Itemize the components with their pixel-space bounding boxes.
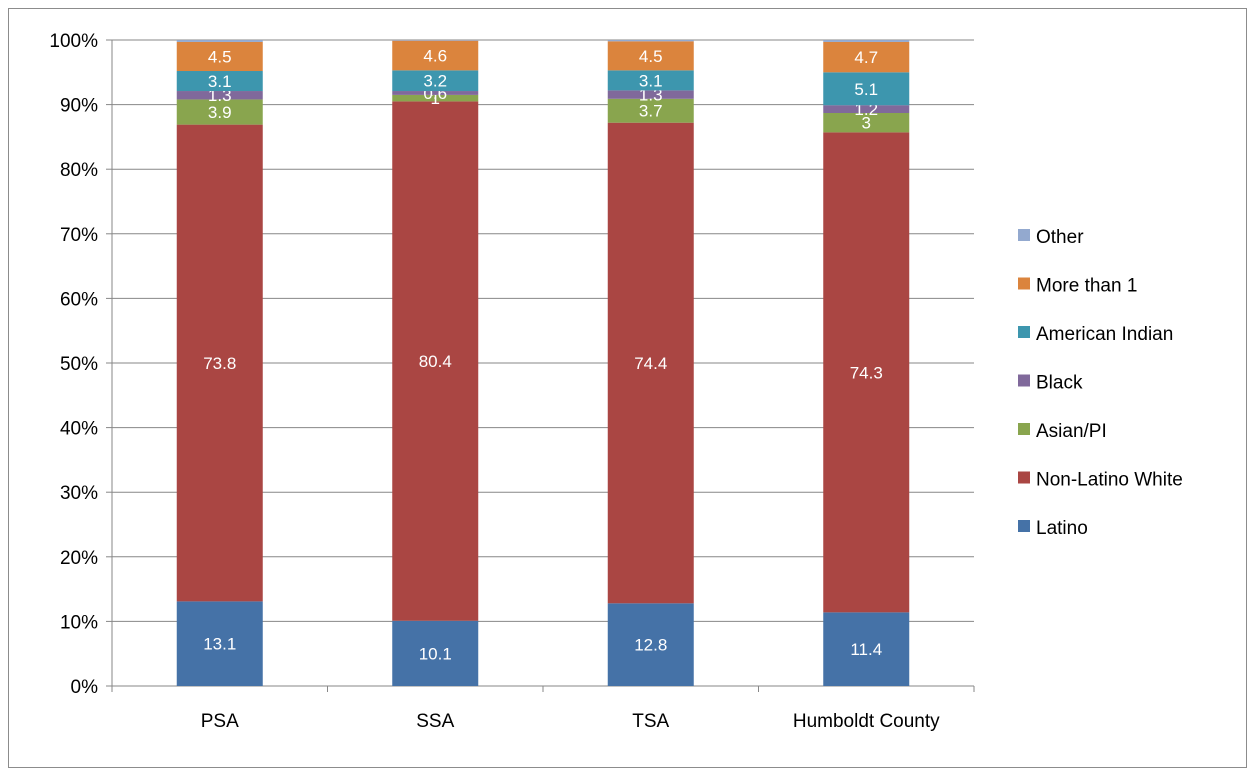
bar-segment [607, 98, 694, 123]
data-label: 3 [862, 114, 871, 133]
legend-swatch [1018, 277, 1030, 290]
bar-segment [176, 40, 263, 42]
y-tick-label: 20% [60, 548, 98, 569]
bar-segment [607, 122, 694, 604]
bar-segment [176, 601, 263, 686]
bar-segment [392, 70, 479, 92]
data-label: 5.1 [854, 80, 878, 99]
bar-segment [823, 41, 910, 73]
data-label: 73.8 [203, 354, 236, 373]
stacked-bar-chart: 0%10%20%30%40%50%60%70%80%90%100%13.173.… [49, 31, 1183, 732]
data-label: 4.7 [854, 48, 878, 67]
y-tick-label: 80% [60, 160, 98, 181]
legend-swatch [1018, 520, 1030, 532]
data-label: 1 [431, 89, 440, 108]
data-label: 3.1 [208, 72, 232, 91]
bar-segment [176, 91, 263, 100]
data-label: 13.1 [203, 635, 236, 654]
legend-label: Latino [1036, 518, 1088, 539]
data-label: 74.4 [634, 354, 667, 373]
bar-segment [607, 70, 694, 91]
legend-label: American Indian [1036, 324, 1173, 345]
legend-swatch [1018, 471, 1030, 484]
legend-swatch [1018, 423, 1030, 435]
bar-segment [607, 603, 694, 686]
data-label: 10.1 [419, 644, 452, 663]
data-label: 4.6 [423, 47, 447, 66]
legend-swatch [1018, 326, 1030, 338]
data-label: 4.5 [639, 47, 663, 66]
data-label: 74.3 [850, 363, 883, 382]
bar-segment [176, 71, 263, 92]
y-tick-label: 10% [60, 612, 98, 633]
bar-segment [392, 40, 479, 71]
bar-segment [823, 72, 910, 106]
legend-label: Black [1036, 373, 1083, 394]
legend-swatch [1018, 229, 1030, 241]
bar-segment [823, 612, 910, 686]
data-label: 3.1 [639, 71, 663, 90]
data-label: 4.5 [208, 47, 232, 66]
data-label: 3.2 [423, 72, 447, 91]
bar-segment [823, 105, 910, 113]
bar-segment [176, 41, 263, 72]
data-label: 3.9 [208, 103, 232, 122]
bar-segment [392, 91, 479, 95]
bar-segment [823, 40, 910, 42]
bar-segment [392, 620, 479, 686]
legend-label: More than 1 [1036, 276, 1137, 297]
y-tick-label: 70% [60, 225, 98, 246]
x-category-label: SSA [416, 711, 454, 732]
y-tick-label: 60% [60, 289, 98, 310]
legend-swatch [1018, 374, 1030, 387]
bar-segment [392, 40, 479, 41]
data-label: 3.7 [639, 102, 663, 121]
data-label: 12.8 [634, 636, 667, 655]
x-category-label: Humboldt County [793, 711, 940, 732]
bar-segment [176, 124, 263, 602]
bar-segment [607, 40, 694, 42]
y-tick-label: 30% [60, 483, 98, 504]
bar-segment [392, 94, 479, 102]
bar-segment [823, 132, 910, 613]
y-tick-label: 40% [60, 419, 98, 440]
legend-label: Asian/PI [1036, 421, 1107, 442]
bar-segment [176, 99, 263, 125]
x-category-label: PSA [201, 711, 239, 732]
x-category-label: TSA [632, 711, 669, 732]
bar-segment [823, 112, 910, 133]
y-tick-label: 0% [71, 677, 99, 698]
legend-label: Non-Latino White [1036, 470, 1183, 491]
data-label: 11.4 [850, 640, 882, 659]
bar-segment [392, 101, 479, 621]
bar-segment [607, 90, 694, 99]
legend-label: Other [1036, 227, 1084, 248]
data-label: 80.4 [419, 352, 452, 371]
y-tick-label: 50% [60, 354, 98, 375]
bar-segment [607, 41, 694, 71]
y-tick-label: 100% [49, 31, 98, 52]
y-tick-label: 90% [60, 96, 98, 117]
